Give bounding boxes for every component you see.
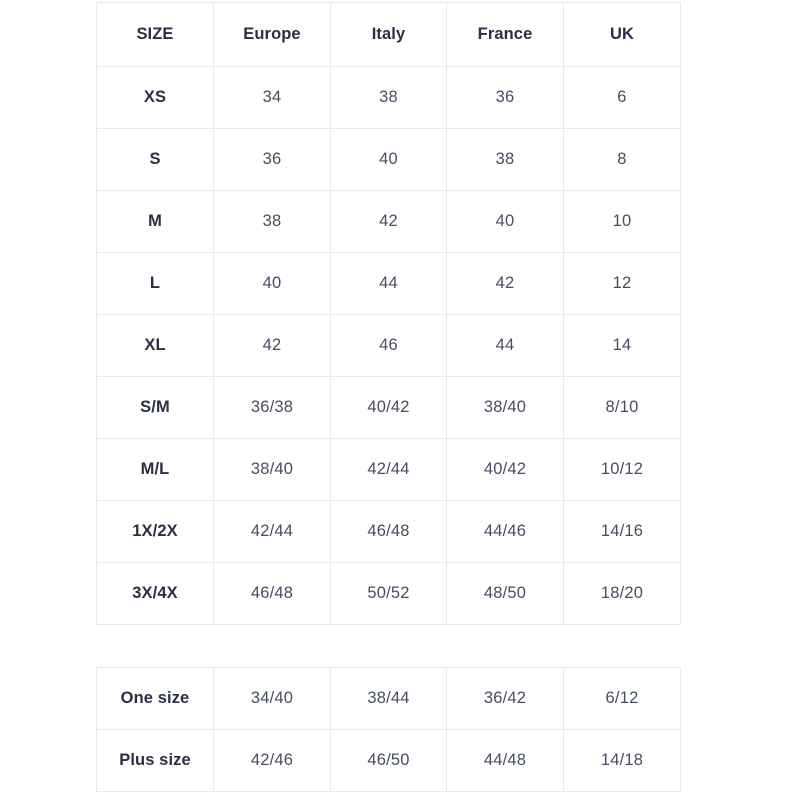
cell-europe: 38 (213, 190, 331, 253)
cell-europe: 38/40 (213, 438, 331, 501)
row-label: S (96, 128, 214, 191)
cell-uk: 18/20 (563, 562, 681, 625)
column-header-italy: Italy (330, 2, 447, 67)
cell-uk: 12 (563, 252, 681, 315)
row-label: S/M (96, 376, 214, 439)
table-row: S/M 36/38 40/42 38/40 8/10 (96, 376, 681, 439)
cell-europe: 42 (213, 314, 331, 377)
cell-italy: 46/48 (330, 500, 447, 563)
column-header-france: France (446, 2, 564, 67)
cell-france: 44/46 (446, 500, 564, 563)
one-size-conversion-table: One size 34/40 38/44 36/42 6/12 Plus siz… (96, 667, 681, 792)
table-row: XL 42 46 44 14 (96, 314, 681, 377)
cell-uk: 14/18 (563, 729, 681, 792)
table-body: XS 34 38 36 6 S 36 40 38 8 M 38 42 40 10 (96, 66, 681, 625)
cell-europe: 34/40 (213, 667, 331, 730)
cell-europe: 42/46 (213, 729, 331, 792)
column-header-size: SIZE (96, 2, 214, 67)
table-row: M 38 42 40 10 (96, 190, 681, 253)
cell-france: 38/40 (446, 376, 564, 439)
cell-italy: 50/52 (330, 562, 447, 625)
cell-uk: 10 (563, 190, 681, 253)
cell-uk: 14/16 (563, 500, 681, 563)
cell-france: 38 (446, 128, 564, 191)
row-label: One size (96, 667, 214, 730)
cell-europe: 34 (213, 66, 331, 129)
cell-france: 42 (446, 252, 564, 315)
cell-italy: 38/44 (330, 667, 447, 730)
table-header-row: SIZE Europe Italy France UK (96, 2, 681, 67)
column-header-uk: UK (563, 2, 681, 67)
cell-uk: 6 (563, 66, 681, 129)
cell-france: 40/42 (446, 438, 564, 501)
cell-france: 44 (446, 314, 564, 377)
row-label: 1X/2X (96, 500, 214, 563)
cell-uk: 8/10 (563, 376, 681, 439)
cell-italy: 42 (330, 190, 447, 253)
table-body: One size 34/40 38/44 36/42 6/12 Plus siz… (96, 667, 681, 792)
cell-france: 44/48 (446, 729, 564, 792)
table-row: 1X/2X 42/44 46/48 44/46 14/16 (96, 500, 681, 563)
cell-italy: 42/44 (330, 438, 447, 501)
column-header-europe: Europe (213, 2, 331, 67)
cell-europe: 42/44 (213, 500, 331, 563)
table-header: SIZE Europe Italy France UK (96, 2, 681, 67)
cell-france: 40 (446, 190, 564, 253)
row-label: M (96, 190, 214, 253)
row-label: XS (96, 66, 214, 129)
cell-uk: 6/12 (563, 667, 681, 730)
cell-italy: 40/42 (330, 376, 447, 439)
cell-europe: 36/38 (213, 376, 331, 439)
cell-france: 48/50 (446, 562, 564, 625)
cell-uk: 10/12 (563, 438, 681, 501)
row-label: Plus size (96, 729, 214, 792)
table-row: S 36 40 38 8 (96, 128, 681, 191)
table-row: M/L 38/40 42/44 40/42 10/12 (96, 438, 681, 501)
cell-europe: 40 (213, 252, 331, 315)
cell-italy: 40 (330, 128, 447, 191)
row-label: 3X/4X (96, 562, 214, 625)
cell-uk: 8 (563, 128, 681, 191)
row-label: L (96, 252, 214, 315)
row-label: M/L (96, 438, 214, 501)
cell-france: 36 (446, 66, 564, 129)
table-row: 3X/4X 46/48 50/52 48/50 18/20 (96, 562, 681, 625)
table-row: One size 34/40 38/44 36/42 6/12 (96, 667, 681, 730)
row-label: XL (96, 314, 214, 377)
cell-uk: 14 (563, 314, 681, 377)
cell-europe: 36 (213, 128, 331, 191)
table-row: XS 34 38 36 6 (96, 66, 681, 129)
table-row: Plus size 42/46 46/50 44/48 14/18 (96, 729, 681, 792)
cell-italy: 38 (330, 66, 447, 129)
table-row: L 40 44 42 12 (96, 252, 681, 315)
cell-france: 36/42 (446, 667, 564, 730)
standard-size-conversion-table: SIZE Europe Italy France UK XS 34 38 36 … (96, 2, 681, 625)
cell-italy: 46 (330, 314, 447, 377)
cell-italy: 46/50 (330, 729, 447, 792)
cell-italy: 44 (330, 252, 447, 315)
cell-europe: 46/48 (213, 562, 331, 625)
